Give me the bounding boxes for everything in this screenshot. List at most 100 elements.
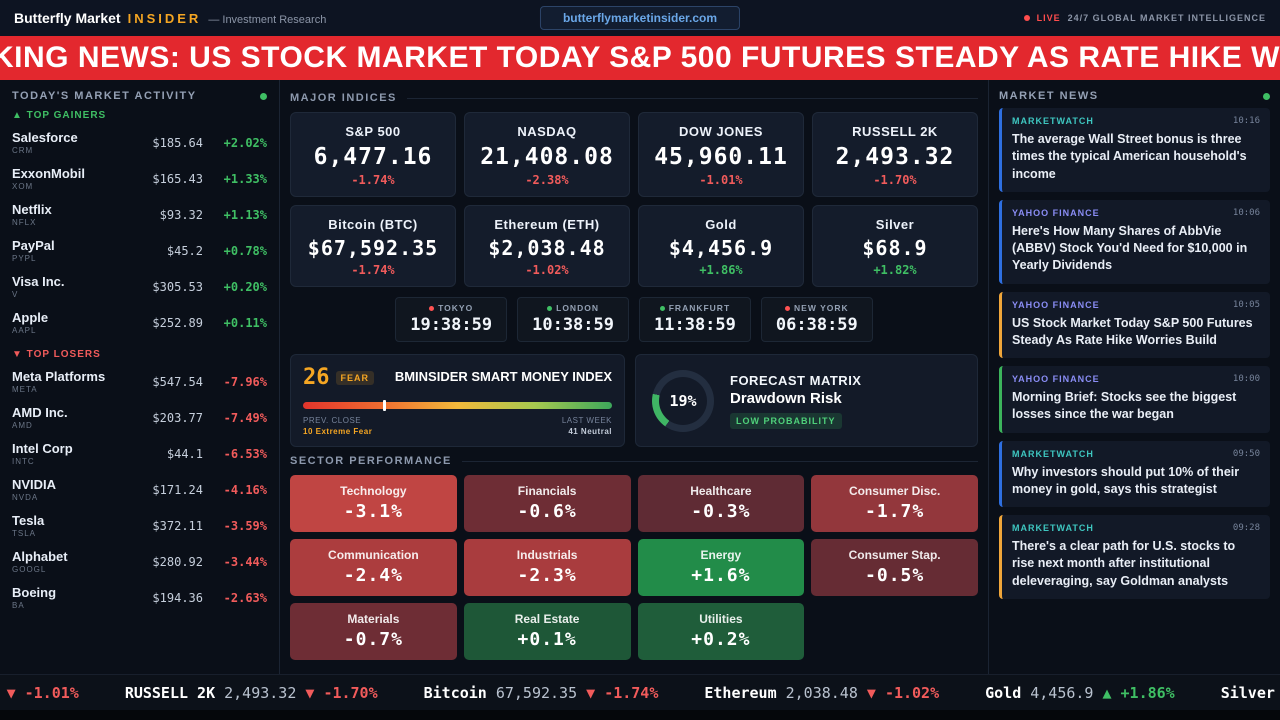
index-change: -2.38% <box>525 173 569 187</box>
sector-change: -2.3% <box>517 565 577 586</box>
sector-grid: Technology -3.1% Financials -0.6% Health… <box>290 475 978 660</box>
asset-change: -1.02% <box>525 263 569 277</box>
stock-quote: $185.64 +2.02% <box>152 136 267 150</box>
asset-card: Ethereum (ETH) $2,038.48 -1.02% <box>464 205 630 287</box>
brand-name: Butterfly Market <box>14 10 121 26</box>
stock-price: $165.43 <box>152 171 203 186</box>
stock-identity: Meta Platforms META <box>12 369 105 394</box>
clock-time: 10:38:59 <box>532 315 614 335</box>
stock-ticker-symbol: V <box>12 290 19 299</box>
index-value: 2,493.32 <box>835 144 955 170</box>
stock-name: Salesforce <box>12 130 78 145</box>
major-indices-header: MAJOR INDICES <box>290 92 978 104</box>
live-indicator-icon <box>260 92 267 100</box>
ticker-arrow-icon: ▼ <box>305 683 315 702</box>
stock-row[interactable]: Netflix NFLX $93.32 +1.13% <box>12 197 267 233</box>
news-item-meta: YAHOO FINANCE 10:05 <box>1012 300 1260 310</box>
news-timestamp: 09:28 <box>1232 523 1260 533</box>
index-change: -1.74% <box>351 173 395 187</box>
fear-greed-gradient-bar <box>303 400 612 411</box>
index-name: S&P 500 <box>345 124 401 139</box>
smart-money-header: 26 FEAR BMINSIDER SMART MONEY INDEX <box>303 365 612 390</box>
stock-row[interactable]: Meta Platforms META $547.54 -7.96% <box>12 364 267 400</box>
sector-tile: Utilities +0.2% <box>637 603 805 660</box>
ticker-change-pct: -1.01% <box>24 683 79 702</box>
stock-row[interactable]: Intel Corp INTC $44.1 -6.53% <box>12 436 267 472</box>
ticker-arrow-icon: ▼ <box>6 683 16 702</box>
stock-change: +1.13% <box>223 207 267 222</box>
clock-city: LONDON <box>556 303 599 313</box>
news-item[interactable]: MARKETWATCH 09:28 There's a clear path f… <box>999 515 1270 599</box>
top-gainers-list: Salesforce CRM $185.64 +2.02% ExxonMobil… <box>12 125 267 341</box>
news-item[interactable]: MARKETWATCH 09:50 Why investors should p… <box>999 440 1270 507</box>
stock-row[interactable]: AMD Inc. AMD $203.77 -7.49% <box>12 400 267 436</box>
stock-quote: $305.53 +0.20% <box>152 280 267 294</box>
stock-name: Intel Corp <box>12 441 73 456</box>
news-source: YAHOO FINANCE <box>1012 374 1100 384</box>
stock-row[interactable]: Tesla TSLA $372.11 -3.59% <box>12 508 267 544</box>
stock-price: $185.64 <box>152 135 203 150</box>
stock-row[interactable]: Boeing BA $194.36 -2.63% <box>12 580 267 616</box>
clock-city-row: NEW YORK <box>776 303 858 313</box>
top-losers-list: Meta Platforms META $547.54 -7.96% AMD I… <box>12 364 267 616</box>
stock-price: $305.53 <box>152 279 203 294</box>
sector-performance-title: SECTOR PERFORMANCE <box>290 455 452 467</box>
live-status: LIVE 24/7 GLOBAL MARKET INTELLIGENCE <box>1023 13 1266 23</box>
news-item[interactable]: YAHOO FINANCE 10:06 Here's How Many Shar… <box>999 199 1270 284</box>
stock-name: Visa Inc. <box>12 274 65 289</box>
sector-change: +0.1% <box>517 629 577 650</box>
stock-quote: $203.77 -7.49% <box>152 411 267 425</box>
stock-identity: Netflix NFLX <box>12 202 52 227</box>
smart-money-sentiment-badge: FEAR <box>335 370 374 385</box>
stock-name: Netflix <box>12 202 52 217</box>
news-item[interactable]: MARKETWATCH 10:16 The average Wall Stree… <box>999 108 1270 192</box>
clock-city: TOKYO <box>438 303 474 313</box>
news-item[interactable]: YAHOO FINANCE 10:00 Morning Brief: Stock… <box>999 366 1270 433</box>
news-item-meta: MARKETWATCH 09:50 <box>1012 449 1260 459</box>
stock-change: -7.49% <box>223 410 267 425</box>
sector-tile: Industrials -2.3% <box>463 539 631 596</box>
stock-row[interactable]: Apple AAPL $252.89 +0.11% <box>12 305 267 341</box>
stock-row[interactable]: Salesforce CRM $185.64 +2.02% <box>12 125 267 161</box>
ticker-value: 2,493.32 <box>224 683 297 702</box>
live-label: LIVE <box>1036 13 1061 23</box>
news-item[interactable]: YAHOO FINANCE 10:05 US Stock Market Toda… <box>999 291 1270 358</box>
clock-city: FRANKFURT <box>668 303 731 313</box>
sector-tile: Healthcare -0.3% <box>637 475 805 532</box>
forecast-gauge-ring: 19% <box>652 369 714 432</box>
stock-price: $194.36 <box>152 590 203 605</box>
prev-close-value: 10 Extreme Fear <box>303 427 373 436</box>
site-domain-button[interactable]: butterflymarketinsider.com <box>539 6 741 30</box>
stock-row[interactable]: Visa Inc. V $305.53 +0.20% <box>12 269 267 305</box>
brand-logo: Butterfly Market INSIDER — Investment Re… <box>14 10 326 26</box>
sector-tile: Technology -3.1% <box>290 475 457 532</box>
sector-name: Consumer Stap. <box>848 548 941 562</box>
stock-row[interactable]: Alphabet GOOGL $280.92 -3.44% <box>12 544 267 580</box>
stock-row[interactable]: PayPal PYPL $45.2 +0.78% <box>12 233 267 269</box>
sector-change: -0.5% <box>865 565 925 586</box>
ticker-value: 67,592.35 <box>495 683 578 702</box>
stock-price: $93.32 <box>159 207 203 222</box>
ticker-change: ▼ -1.02% <box>867 684 939 702</box>
ticker-arrow-icon: ▲ <box>1102 683 1112 702</box>
ticker-change-pct: -1.02% <box>884 683 940 702</box>
index-value: 21,408.08 <box>480 144 614 170</box>
sector-name: Materials <box>347 612 400 626</box>
news-item-meta: MARKETWATCH 10:16 <box>1012 116 1260 126</box>
last-week-label: LAST WEEK <box>561 416 612 425</box>
main-content: TODAY'S MARKET ACTIVITY ▲ TOP GAINERS Sa… <box>0 80 1280 674</box>
stock-name: Alphabet <box>12 549 68 564</box>
forecast-title: FORECAST MATRIX <box>730 372 862 388</box>
stock-row[interactable]: NVIDIA NVDA $171.24 -4.16% <box>12 472 267 508</box>
sector-name: Healthcare <box>690 484 752 498</box>
clock-city-row: LONDON <box>532 303 614 313</box>
news-source: YAHOO FINANCE <box>1012 207 1100 218</box>
forecast-percent: 19% <box>669 391 697 410</box>
stock-name: ExxonMobil <box>12 166 85 181</box>
top-bar: Butterfly Market INSIDER — Investment Re… <box>0 0 1280 36</box>
stock-name: Boeing <box>12 585 57 600</box>
clock-city: NEW YORK <box>794 303 849 313</box>
sector-change: -0.7% <box>343 629 403 650</box>
stock-row[interactable]: ExxonMobil XOM $165.43 +1.33% <box>12 161 267 197</box>
stock-identity: NVIDIA NVDA <box>12 477 56 502</box>
